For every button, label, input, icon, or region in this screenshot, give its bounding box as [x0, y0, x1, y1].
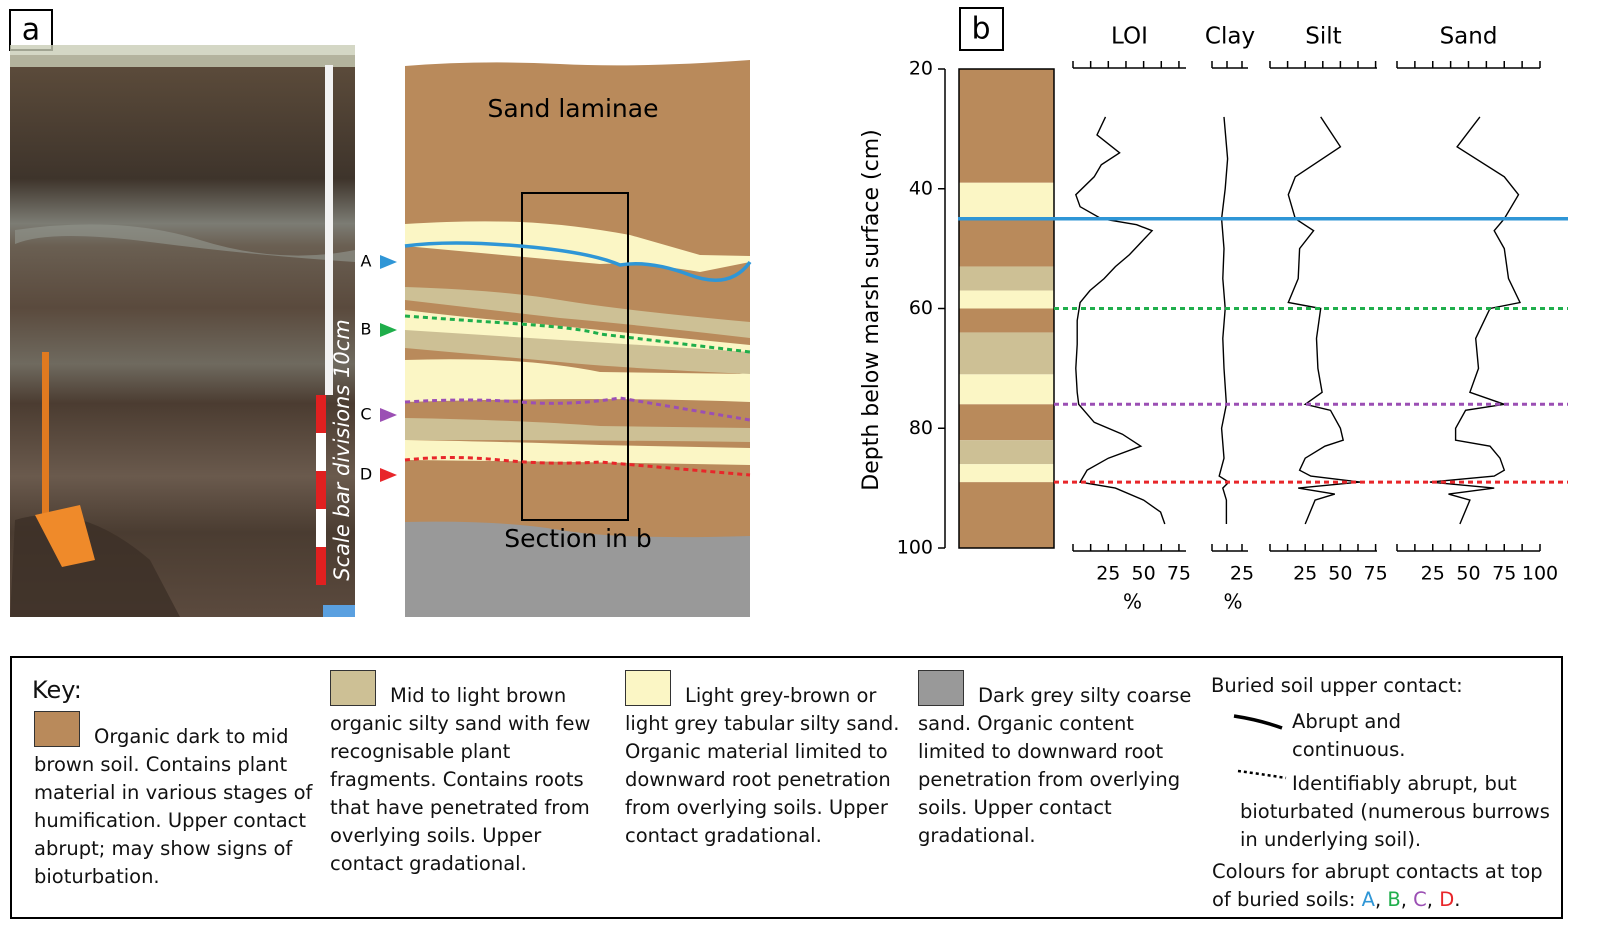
column-layer	[959, 482, 1054, 548]
series-title: LOI	[1111, 24, 1148, 50]
column-layer	[959, 404, 1054, 441]
contact-letter: D	[360, 465, 372, 484]
section-box-label: Section in b	[504, 524, 651, 553]
x-tick-label: 75	[1492, 563, 1516, 585]
solid-line-icon	[1233, 714, 1283, 730]
contact-marker	[380, 468, 397, 482]
y-tick-label: 20	[909, 58, 933, 80]
section-contact	[404, 396, 751, 422]
punctuation: ,	[1400, 888, 1407, 911]
contact-colours: Colours for abrupt contacts at top of bu…	[1212, 858, 1557, 914]
profile-line	[1218, 116, 1230, 524]
key-item: Mid to light brown organic silty sand wi…	[330, 670, 610, 878]
x-tick-label: 75	[1363, 563, 1387, 585]
x-tick-label: 75	[1167, 563, 1191, 585]
key-item: Dark grey silty coarse sand. Organic con…	[918, 670, 1198, 850]
series-title: Clay	[1205, 24, 1255, 50]
column-layer	[959, 374, 1054, 405]
y-tick-label: 60	[909, 297, 933, 319]
key-title: Key:	[32, 676, 82, 704]
y-axis-label: Depth below marsh surface (cm)	[859, 129, 884, 490]
y-tick-label: 40	[909, 177, 933, 199]
x-unit-label: %	[1223, 590, 1242, 614]
colour-letter: B	[1387, 888, 1401, 911]
column-layer	[959, 464, 1054, 483]
section-box	[521, 192, 629, 521]
key-swatch	[34, 711, 80, 747]
column-layer	[959, 218, 1054, 267]
section-schematic	[405, 60, 750, 617]
contact-solid: Abrupt and continuous.	[1292, 710, 1406, 761]
column-layer	[959, 266, 1054, 291]
contact-marker	[380, 408, 397, 422]
contact-title: Buried soil upper contact:	[1211, 674, 1463, 697]
panel-label: b	[971, 12, 990, 47]
x-tick-label: 50	[1328, 563, 1352, 585]
x-tick-label: 100	[1522, 563, 1558, 585]
profile-line	[1074, 116, 1166, 525]
key-item: Organic dark to mid brown soil. Contains…	[34, 711, 319, 891]
contact-letter: C	[360, 405, 371, 424]
column-layer	[959, 308, 1054, 333]
punctuation: .	[1454, 888, 1461, 911]
contact-dotted: Identifiably abrupt, but bioturbated (nu…	[1240, 772, 1550, 851]
x-tick-label: 25	[1421, 563, 1445, 585]
column-layer	[959, 440, 1054, 465]
colour-letter: C	[1413, 888, 1427, 911]
x-tick-label: 50	[1456, 563, 1480, 585]
colour-letter: A	[1361, 888, 1375, 911]
key-swatch	[625, 670, 671, 706]
panel-label: a	[22, 13, 40, 48]
key-item: Light grey-brown or light grey tabular s…	[625, 670, 910, 850]
section-contact	[404, 241, 752, 282]
section-contact	[404, 456, 751, 477]
x-tick-label: 25	[1096, 563, 1120, 585]
colour-letter: D	[1439, 888, 1455, 911]
y-tick-label: 100	[897, 537, 933, 559]
x-tick-label: 25	[1293, 563, 1317, 585]
key-text: Light grey-brown or light grey tabular s…	[625, 684, 900, 847]
x-tick-label: 50	[1132, 563, 1156, 585]
column-layer	[959, 69, 1054, 183]
panel-label-box	[959, 7, 1004, 51]
y-tick-label: 80	[909, 417, 933, 439]
contact-marker	[380, 323, 397, 337]
figure: a Scale bar divisions 10cm Sand laminae …	[9, 7, 1568, 617]
contact-marker	[380, 255, 397, 269]
contact-letter: B	[361, 320, 372, 339]
key-text: Mid to light brown organic silty sand wi…	[330, 684, 591, 875]
section-top-label: Sand laminae	[488, 94, 659, 123]
key-text: Dark grey silty coarse sand. Organic con…	[918, 684, 1192, 847]
punctuation: ,	[1426, 888, 1433, 911]
section-contact	[404, 314, 751, 354]
profile-line	[1429, 116, 1522, 525]
x-unit-label: %	[1123, 590, 1142, 614]
column-layer	[959, 290, 1054, 309]
column-layer	[959, 332, 1054, 375]
profile-line	[1287, 116, 1361, 525]
dotted-line-icon	[1237, 769, 1287, 780]
colours-text: Colours for abrupt contacts at top of bu…	[1212, 860, 1543, 911]
series-title: Silt	[1305, 24, 1341, 50]
series-title: Sand	[1440, 24, 1498, 50]
contact-letter: A	[361, 252, 372, 271]
key-swatch	[918, 670, 964, 706]
key: Key: Organic dark to mid brown soil. Con…	[10, 656, 1563, 919]
column-layer	[959, 182, 1054, 219]
x-tick-label: 25	[1230, 563, 1254, 585]
key-swatch	[330, 670, 376, 706]
key-text: Organic dark to mid brown soil. Contains…	[34, 725, 313, 888]
punctuation: ,	[1374, 888, 1382, 911]
photo	[10, 45, 355, 617]
scale-bar-label: Scale bar divisions 10cm	[330, 319, 354, 580]
